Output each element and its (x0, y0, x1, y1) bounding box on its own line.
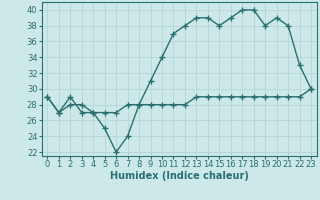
X-axis label: Humidex (Indice chaleur): Humidex (Indice chaleur) (110, 171, 249, 181)
